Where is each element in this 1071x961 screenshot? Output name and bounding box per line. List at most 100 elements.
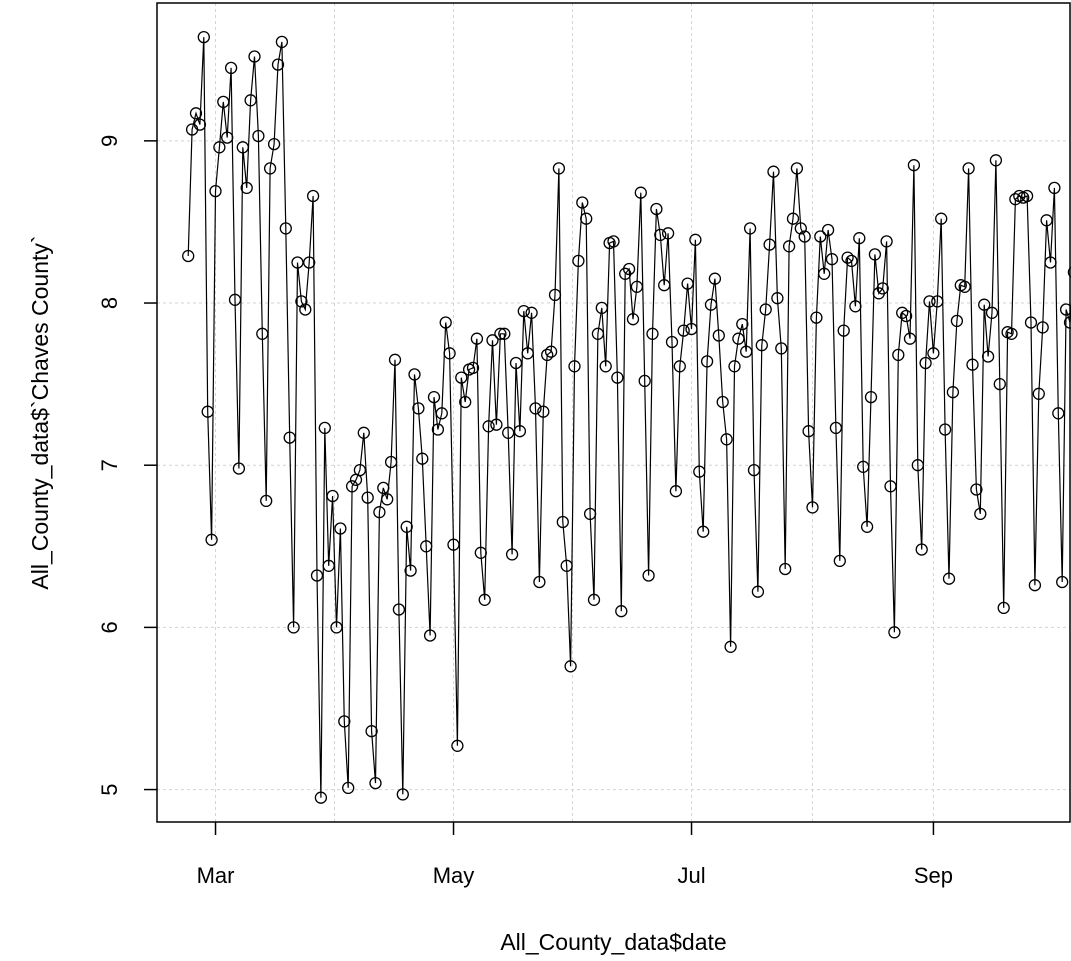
data-point [911, 459, 924, 472]
data-point [997, 601, 1010, 615]
x-tick-label: May [433, 863, 475, 888]
data-point [224, 61, 238, 75]
data-point [291, 256, 304, 269]
data-point [829, 421, 843, 435]
data-point [443, 347, 456, 360]
data-point [919, 356, 932, 370]
data-point [845, 254, 858, 268]
data-point [381, 493, 394, 506]
data-point [685, 322, 698, 336]
data-point [650, 202, 663, 216]
data-point [334, 522, 347, 535]
data-point [638, 374, 651, 388]
data-point [794, 222, 807, 235]
data-point [502, 426, 515, 439]
data-point [541, 348, 554, 362]
data-point [576, 196, 589, 209]
data-point [345, 480, 359, 493]
data-point [369, 776, 382, 790]
data-point [767, 165, 780, 178]
data-point [388, 353, 402, 366]
data-point [681, 277, 694, 290]
series-line [187, 37, 1071, 798]
data-point [740, 345, 753, 358]
data-point [810, 311, 823, 324]
data-point [646, 327, 659, 340]
data-point [263, 162, 277, 175]
data-point [1056, 575, 1069, 589]
data-point [665, 335, 679, 349]
data-point [622, 262, 636, 276]
data-point [759, 303, 772, 316]
data-point [751, 585, 765, 598]
data-point [880, 235, 893, 248]
data-point [552, 162, 566, 175]
data-point [439, 316, 452, 329]
data-point [318, 421, 331, 435]
data-point [447, 538, 460, 551]
data-point [818, 267, 831, 280]
data-point [786, 212, 800, 225]
data-point [330, 621, 343, 634]
data-point [244, 94, 257, 107]
data-point [958, 280, 971, 293]
data-point [217, 95, 230, 109]
data-point [841, 251, 854, 264]
data-point [1024, 316, 1038, 329]
data-point [1020, 189, 1034, 203]
data-points [182, 30, 1071, 804]
data-point [1067, 266, 1071, 278]
data-point [1036, 321, 1049, 334]
data-point [970, 483, 983, 496]
y-tick-label: 7 [97, 459, 122, 471]
data-point [1005, 327, 1018, 340]
data-point [626, 313, 640, 326]
data-point [505, 548, 519, 561]
data-point [279, 222, 292, 235]
data-point [299, 303, 312, 316]
data-point [498, 327, 511, 340]
data-point [365, 725, 378, 738]
data-point [435, 407, 448, 420]
data-point [868, 248, 882, 261]
data-point [938, 423, 952, 436]
data-point [1044, 256, 1057, 269]
data-point [267, 137, 281, 151]
data-point [595, 301, 608, 315]
data-point [583, 507, 597, 521]
data-point [782, 240, 796, 253]
data-point [611, 371, 624, 384]
data-point [915, 543, 928, 556]
data-point [322, 559, 335, 572]
data-point [798, 230, 811, 243]
data-point [1048, 181, 1061, 195]
data-point [591, 327, 605, 340]
data-point [252, 129, 265, 143]
data-point [1040, 214, 1053, 227]
data-point [985, 306, 999, 319]
data-point [821, 223, 835, 237]
data-point [357, 426, 370, 439]
data-point [993, 377, 1006, 391]
data-point [981, 350, 995, 363]
data-point [806, 501, 819, 514]
data-point [513, 425, 527, 438]
data-point [689, 233, 702, 246]
data-point [361, 491, 374, 504]
data-point [946, 386, 960, 399]
data-point [700, 355, 714, 368]
data-point [377, 481, 390, 495]
data-point [213, 141, 226, 154]
data-point [1052, 407, 1065, 420]
data-point [708, 272, 722, 285]
data-point [529, 402, 542, 415]
data-point [833, 554, 846, 568]
y-tick-label: 6 [97, 621, 122, 633]
data-point [1059, 303, 1071, 316]
data-point [533, 575, 546, 589]
data-point [630, 280, 644, 293]
data-point [525, 306, 538, 319]
data-point [658, 279, 671, 292]
data-point [755, 339, 768, 352]
